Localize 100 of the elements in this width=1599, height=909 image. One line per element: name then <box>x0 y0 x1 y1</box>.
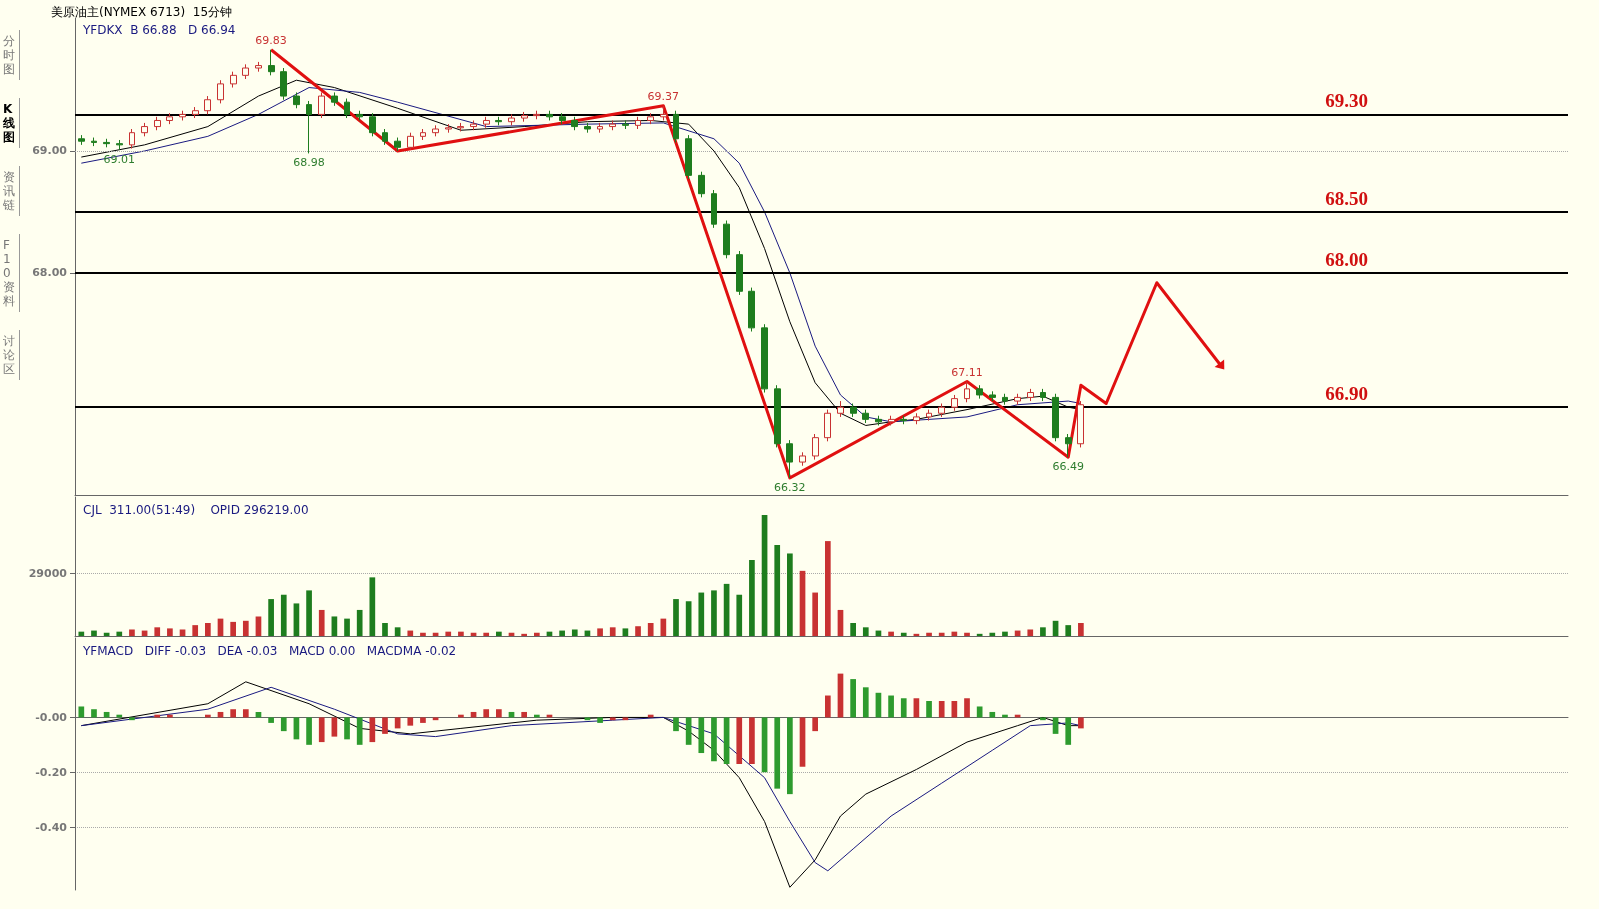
bar <box>344 618 350 636</box>
bar <box>647 622 654 636</box>
bar <box>432 717 439 721</box>
bar <box>635 626 641 636</box>
bar <box>812 717 819 732</box>
candlestick <box>597 122 603 134</box>
candlestick <box>824 409 831 442</box>
bar <box>344 717 350 740</box>
bar <box>609 717 616 721</box>
bar <box>989 711 996 718</box>
bar <box>179 629 186 636</box>
text: K线图 <box>0 98 20 148</box>
bar <box>331 616 338 636</box>
bar <box>1027 629 1034 636</box>
bar <box>394 627 401 636</box>
bar <box>496 709 502 718</box>
candlestick <box>293 91 300 109</box>
candlestick <box>926 409 932 422</box>
bar <box>976 633 983 636</box>
bar <box>1078 622 1084 636</box>
bar <box>483 709 490 718</box>
bar <box>926 632 932 636</box>
bar <box>268 599 274 636</box>
bar <box>356 609 363 636</box>
y-tick-label: -0.20 <box>35 765 68 779</box>
candlestick <box>508 113 515 126</box>
bar <box>280 717 287 732</box>
bar <box>736 717 743 764</box>
bar <box>369 577 376 636</box>
bar <box>900 698 907 718</box>
bar <box>824 541 831 636</box>
annotation: 66.32 <box>774 480 806 494</box>
bar <box>420 717 426 723</box>
candlestick <box>799 451 806 467</box>
candlestick <box>736 250 743 296</box>
candlestick <box>331 91 338 107</box>
candlestick <box>609 119 616 131</box>
candlestick <box>875 415 882 426</box>
candlestick <box>711 189 717 229</box>
candlestick <box>457 122 464 132</box>
bar <box>1040 627 1046 636</box>
bar <box>824 695 831 718</box>
bar <box>1040 717 1046 721</box>
candlestick <box>192 106 199 119</box>
bar <box>673 717 679 732</box>
bar <box>609 627 616 636</box>
bar <box>926 701 932 718</box>
candlestick <box>546 110 553 121</box>
bar <box>559 630 565 636</box>
candlestick <box>483 116 490 129</box>
candlestick <box>635 116 641 130</box>
text: 分时图 <box>0 30 20 80</box>
candlestick <box>1014 393 1021 406</box>
text: CJL 311.00(51:49) OPID 296219.00 <box>83 503 309 517</box>
bar <box>91 709 97 718</box>
bar <box>318 717 325 743</box>
chart-subtitle: YFDKX B 66.88 D 66.94 <box>82 23 236 37</box>
ref-line-label: 68.50 <box>1325 187 1368 209</box>
y-tick-label: 68.00 <box>32 266 68 280</box>
candlestick <box>862 409 869 424</box>
bar <box>698 592 705 636</box>
ref-line-label: 68.00 <box>1325 248 1368 270</box>
candlestick <box>951 394 958 412</box>
bar <box>736 594 743 636</box>
bar <box>1065 717 1072 745</box>
y-tick-label: 29000 <box>28 566 68 580</box>
bar <box>369 717 376 743</box>
candlestick <box>584 122 591 134</box>
bar <box>622 717 629 721</box>
bar <box>938 701 945 718</box>
text: 资讯链 <box>0 166 20 216</box>
candlestick <box>989 390 996 402</box>
candlestick <box>217 79 224 104</box>
candlestick <box>660 105 667 121</box>
candlestick <box>723 220 730 259</box>
candlestick <box>382 128 388 146</box>
bar <box>1078 717 1084 729</box>
candlestick <box>432 124 439 137</box>
bar <box>964 698 970 718</box>
candlestick <box>129 128 135 150</box>
bar <box>192 625 199 636</box>
bar <box>774 545 781 636</box>
bar <box>230 621 236 636</box>
bar <box>976 706 983 718</box>
bar <box>1002 631 1008 636</box>
candlestick <box>888 415 895 426</box>
bar <box>407 717 414 726</box>
candlestick <box>394 137 401 152</box>
bar <box>521 711 528 718</box>
bar <box>318 609 325 636</box>
bar <box>774 717 781 789</box>
candlestick <box>407 132 414 151</box>
ref-line-label: 66.90 <box>1325 383 1368 405</box>
candlestick <box>1027 388 1034 402</box>
bar <box>749 559 755 636</box>
bar <box>129 717 135 721</box>
bar <box>420 632 426 636</box>
y-tick-label: -0.40 <box>35 820 68 834</box>
candlestick <box>976 384 983 400</box>
candlestick <box>964 381 970 403</box>
